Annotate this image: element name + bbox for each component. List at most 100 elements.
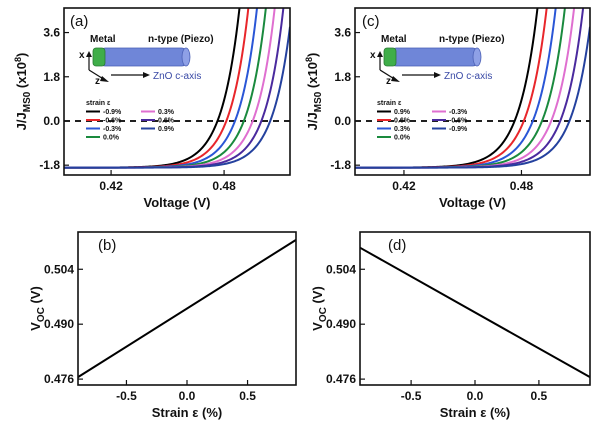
y-axis-label: VOC (V) [28,286,47,331]
voc-line [359,246,591,379]
legend-entry: 0.3% [394,126,411,133]
y-tick-label: 0.476 [326,372,356,386]
legend-title: strain ε [86,100,111,107]
y-axis-label-unit: (x10 [305,62,320,92]
inset-ntype-label: n-type (Piezo) [439,34,505,45]
y-tick-label: -1.8 [39,158,60,172]
legend-entry: -0.6% [449,118,468,125]
y-axis-label-subscript: MS0 [313,91,324,112]
inset-z-arrowhead [100,76,109,82]
caxis-arrowhead [434,72,441,78]
x-tick-label: 0.0 [179,389,196,403]
y-axis-label-close: ) [305,53,320,57]
panel-c: 0.42 0.48 -1.8 0.0 1.8 3.6 Voltage (V) J/JMS0 (… [304,7,591,210]
y-axis-label-subscript: OC [36,307,47,322]
inset-x-label: x [79,50,85,61]
inset-x-arrowhead [377,51,383,57]
x-axis-label: Strain ε (%) [440,405,510,420]
curves [64,8,290,169]
y-tick-label: 0.504 [44,262,74,276]
nanowire-end-cap [472,47,482,67]
panel-label: (b) [98,237,116,254]
inset-ntype-label: n-type (Piezo) [148,34,214,45]
y-axis-label: J/JMS0 (x108) [304,53,324,131]
y-axis-label-unit: (V) [28,286,43,307]
panel-b: -0.5 0.0 0.5 0.476 0.490 0.504 Strain ε (%) VOC… [28,231,297,420]
inset-metal-label: Metal [381,34,407,45]
legend-title: strain ε [377,100,402,107]
legend-entry: -0.9% [103,109,122,116]
legend-entry: -0.9% [449,126,468,133]
zno-nanowire [100,47,187,67]
series-line--0.9% [355,26,590,169]
metal-contact [383,47,397,67]
metal-contact [92,47,106,67]
x-axis-label: Strain ε (%) [152,405,222,420]
y-tick-label: 1.8 [334,70,351,84]
voc-line [77,239,297,378]
caxis-arrowhead [143,72,150,78]
plot-frame [63,7,291,176]
legend-entry: -0.6% [103,118,122,125]
legend-entry: 0.9% [394,109,411,116]
panel-d: -0.5 0.0 0.5 0.476 0.490 0.504 Strain ε (%) VOC… [310,231,591,420]
panel-label: (c) [362,13,380,30]
y-axis-label-subscript: MS0 [22,91,33,112]
inset-z-label: z [95,76,100,87]
y-tick-label: 0.0 [43,114,60,128]
x-tick-label: 0.5 [239,389,256,403]
y-axis-label-main: V [310,322,325,331]
y-tick-label: 0.476 [44,372,74,386]
curves [355,8,590,169]
y-axis-label-unit: (V) [310,286,325,307]
x-axis-label: Voltage (V) [439,195,506,210]
y-tick-label: -1.8 [330,158,351,172]
x-tick-label: 0.42 [392,179,416,193]
y-axis-label-exponent: 8 [13,57,23,62]
y-axis-label-exponent: 8 [304,57,314,62]
plot-frame [354,7,591,176]
y-tick-label: 0.490 [44,317,74,331]
x-tick-label: 0.48 [510,179,534,193]
y-axis-label-close: ) [14,53,29,57]
inset-x-label: x [370,50,376,61]
y-tick-label: 3.6 [334,26,351,40]
y-axis-label-main: J/J [305,112,320,130]
inset-z-arrowhead [391,76,400,82]
y-tick-label: 0.504 [326,262,356,276]
plot-frame [359,231,591,386]
y-axis-label: J/JMS0 (x108) [13,53,33,131]
inset-z-label: z [386,76,391,87]
legend-entry: 0.0% [103,135,120,142]
legend-entry: 0.6% [394,118,411,125]
panel-a: 0.42 0.48 -1.8 0.0 1.8 3.6 Voltage (V) J/JMS0 (… [13,7,291,210]
inset-metal-label: Metal [90,34,116,45]
inset-x-arrowhead [86,51,92,57]
x-tick-label: 0.42 [99,179,123,193]
y-tick-label: 0.0 [334,114,351,128]
legend-entry: 0.0% [394,135,411,142]
inset-caxis-label: ZnO c-axis [153,71,201,82]
y-tick-label: 3.6 [43,26,60,40]
legend-entry: -0.3% [449,109,468,116]
y-axis-label-subscript: OC [318,307,329,322]
x-axis-label: Voltage (V) [144,195,211,210]
x-tick-label: -0.5 [401,389,422,403]
inset-caxis-label: ZnO c-axis [444,71,492,82]
x-tick-label: -0.5 [116,389,137,403]
nanowire-end-cap [181,47,191,67]
zno-nanowire [391,47,478,67]
legend-entry: 0.3% [158,109,175,116]
legend-entry: 0.9% [158,126,175,133]
x-tick-label: 0.5 [531,389,548,403]
y-axis-label-main: V [28,322,43,331]
y-tick-label: 1.8 [43,70,60,84]
series-line-0.9% [64,26,290,169]
y-tick-label: 0.490 [326,317,356,331]
legend-entry: 0.6% [158,118,175,125]
panel-label: (d) [388,237,406,254]
x-tick-label: 0.48 [212,179,236,193]
x-tick-label: 0.0 [467,389,484,403]
y-axis-label-main: J/J [14,112,29,130]
